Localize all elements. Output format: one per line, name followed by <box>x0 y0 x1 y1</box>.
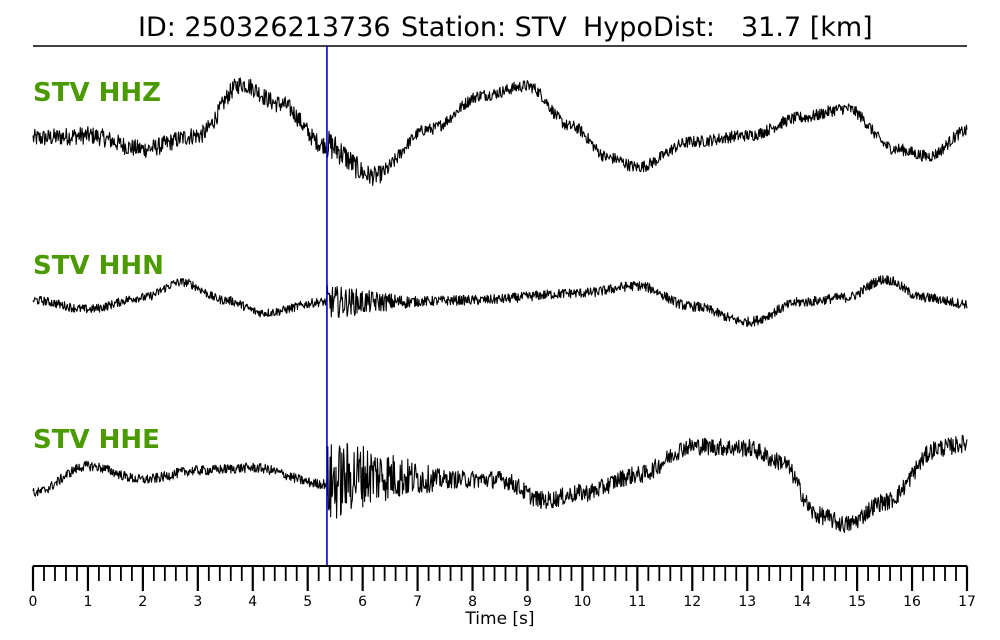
tick-label: 10 <box>573 594 591 610</box>
trace-hhn <box>32 275 968 328</box>
time-axis-ticks <box>31 566 969 591</box>
tick-label: 11 <box>628 594 646 610</box>
station-name: Station: STV <box>401 12 567 43</box>
tick-label: 4 <box>248 594 257 610</box>
time-axis-label: Time [s] <box>464 609 534 629</box>
tick-label: 8 <box>468 594 477 610</box>
tick-label: 17 <box>958 594 976 610</box>
channel-labels: STV HHZ STV HHN STV HHE <box>33 78 164 455</box>
traces <box>32 77 968 533</box>
tick-label: 0 <box>29 594 38 610</box>
event-id: ID: 250326213736 <box>138 12 391 43</box>
tick-label: 5 <box>303 594 312 610</box>
tick-label: 9 <box>523 594 532 610</box>
hypodist-label: HypoDist: <box>583 12 715 43</box>
tick-label: 16 <box>903 594 921 610</box>
trace-hhe <box>32 434 968 533</box>
channel-label-hhz: STV HHZ <box>33 78 161 108</box>
trace-hhz <box>32 77 968 187</box>
tick-label: 3 <box>193 594 202 610</box>
channel-label-hhn: STV HHN <box>33 251 164 281</box>
tick-label: 7 <box>413 594 422 610</box>
tick-label: 1 <box>83 594 92 610</box>
time-axis: 0 1 2 3 4 5 6 7 8 9 10 11 12 13 14 15 16 17 Time [s] <box>29 565 976 629</box>
tick-label: 6 <box>358 594 367 610</box>
time-axis-tick-labels: 0 1 2 3 4 5 6 7 8 9 10 11 12 13 14 15 16 17 <box>29 594 976 610</box>
tick-label: 14 <box>793 594 811 610</box>
tick-label: 13 <box>738 594 756 610</box>
tick-label: 15 <box>848 594 866 610</box>
tick-label: 12 <box>683 594 701 610</box>
tick-label: 2 <box>138 594 147 610</box>
hypodist-value: 31.7 [km] <box>741 12 873 43</box>
channel-label-hhe: STV HHE <box>33 425 160 455</box>
header: ID: 250326213736 Station: STV HypoDist: … <box>33 12 967 47</box>
